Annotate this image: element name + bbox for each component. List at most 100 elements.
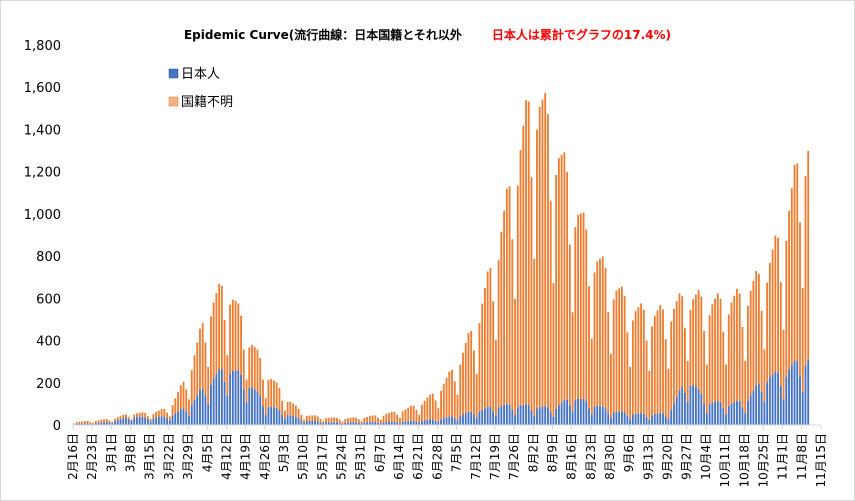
bar-unknown xyxy=(256,349,259,392)
bar-japanese xyxy=(218,369,221,425)
bar-unknown xyxy=(675,301,678,398)
bar-japanese xyxy=(807,359,810,425)
bar-japanese xyxy=(357,422,360,425)
bar-unknown xyxy=(144,412,147,418)
bar-unknown xyxy=(637,307,640,414)
bar-unknown xyxy=(448,371,451,417)
bar-japanese xyxy=(722,408,725,425)
bar-unknown xyxy=(766,282,769,383)
x-tick-label: 5月10日 xyxy=(296,433,310,480)
chart-title: Epidemic Curve(流行曲線：日本国籍とそれ以外 日本人は累計でグラフの… xyxy=(1,26,854,43)
y-tick-label: 1,000 xyxy=(24,208,61,223)
bar-japanese xyxy=(610,418,612,425)
bar-unknown xyxy=(473,350,475,415)
bar-japanese xyxy=(662,413,664,425)
bar-unknown xyxy=(489,267,492,408)
bar-unknown xyxy=(478,323,481,412)
bar-japanese xyxy=(308,420,311,425)
bar-unknown xyxy=(415,410,418,422)
bar-japanese xyxy=(160,416,163,425)
bar-japanese xyxy=(188,415,190,425)
bar-unknown xyxy=(533,258,536,416)
bar-unknown xyxy=(388,412,390,422)
bar-unknown xyxy=(251,344,253,388)
bar-japanese xyxy=(366,422,369,425)
bar-japanese xyxy=(245,402,248,425)
bar-japanese xyxy=(790,365,793,425)
bar-unknown xyxy=(333,417,336,423)
bar-unknown xyxy=(78,421,81,424)
bar-japanese xyxy=(525,404,527,425)
bar-unknown xyxy=(678,293,681,391)
bar-unknown xyxy=(264,398,267,415)
bar-unknown xyxy=(445,377,448,418)
bar-unknown xyxy=(226,355,229,396)
bar-unknown xyxy=(462,352,464,415)
y-tick-label: 0 xyxy=(53,419,61,434)
bar-japanese xyxy=(511,409,514,425)
bar-unknown xyxy=(278,388,281,411)
bar-unknown xyxy=(711,304,714,403)
bar-japanese xyxy=(563,400,566,425)
bar-unknown xyxy=(585,229,588,402)
bar-unknown xyxy=(75,422,78,424)
bar-japanese xyxy=(322,423,325,425)
bar-unknown xyxy=(588,286,590,409)
bar-unknown xyxy=(152,413,155,419)
bar-unknown xyxy=(338,419,341,424)
bar-unknown xyxy=(763,349,766,402)
bar-unknown xyxy=(330,417,333,423)
bar-unknown xyxy=(294,405,297,417)
bar-japanese xyxy=(420,420,423,425)
bar-japanese xyxy=(319,422,322,425)
bar-japanese xyxy=(338,423,341,425)
bar-japanese xyxy=(738,401,741,425)
bar-unknown xyxy=(141,412,144,417)
bar-unknown xyxy=(440,391,442,420)
bar-japanese xyxy=(86,423,89,425)
bar-japanese xyxy=(264,414,267,425)
bar-japanese xyxy=(125,417,127,425)
bar-unknown xyxy=(248,347,251,388)
bar-japanese xyxy=(747,400,749,425)
bar-unknown xyxy=(190,370,193,406)
bar-unknown xyxy=(662,309,664,414)
x-tick-label: 7月19日 xyxy=(488,433,502,480)
bar-japanese xyxy=(684,392,686,425)
bar-unknown xyxy=(97,420,100,424)
bar-unknown xyxy=(451,369,453,417)
bar-japanese xyxy=(231,370,234,425)
bar-unknown xyxy=(727,314,730,406)
bar-unknown xyxy=(355,417,358,423)
bar-japanese xyxy=(226,395,229,425)
bar-japanese xyxy=(777,373,780,425)
bar-japanese xyxy=(157,416,160,425)
bar-unknown xyxy=(563,152,566,401)
bar-japanese xyxy=(390,421,393,425)
x-tick-label: 4月26日 xyxy=(258,433,272,480)
bar-unknown xyxy=(503,210,506,406)
bar-japanese xyxy=(325,422,327,425)
bar-unknown xyxy=(122,414,125,419)
bar-unknown xyxy=(631,320,634,415)
bar-japanese xyxy=(590,414,593,425)
bar-japanese xyxy=(451,416,453,425)
bar-japanese xyxy=(489,407,492,425)
bar-japanese xyxy=(275,407,278,425)
bar-japanese xyxy=(349,422,352,425)
bar-japanese xyxy=(355,422,358,425)
bar-unknown xyxy=(270,378,273,407)
bar-unknown xyxy=(664,339,667,417)
bar-japanese xyxy=(508,404,511,425)
bar-japanese xyxy=(766,382,769,425)
bar-unknown xyxy=(171,405,174,416)
bar-japanese xyxy=(700,393,703,425)
bar-japanese xyxy=(727,405,730,425)
bar-unknown xyxy=(119,416,122,420)
bar-unknown xyxy=(262,379,264,407)
bar-japanese xyxy=(251,387,253,425)
bar-unknown xyxy=(303,419,305,423)
bar-unknown xyxy=(196,342,199,396)
x-tick-label: 11月8日 xyxy=(795,433,809,480)
bar-japanese xyxy=(330,422,333,425)
